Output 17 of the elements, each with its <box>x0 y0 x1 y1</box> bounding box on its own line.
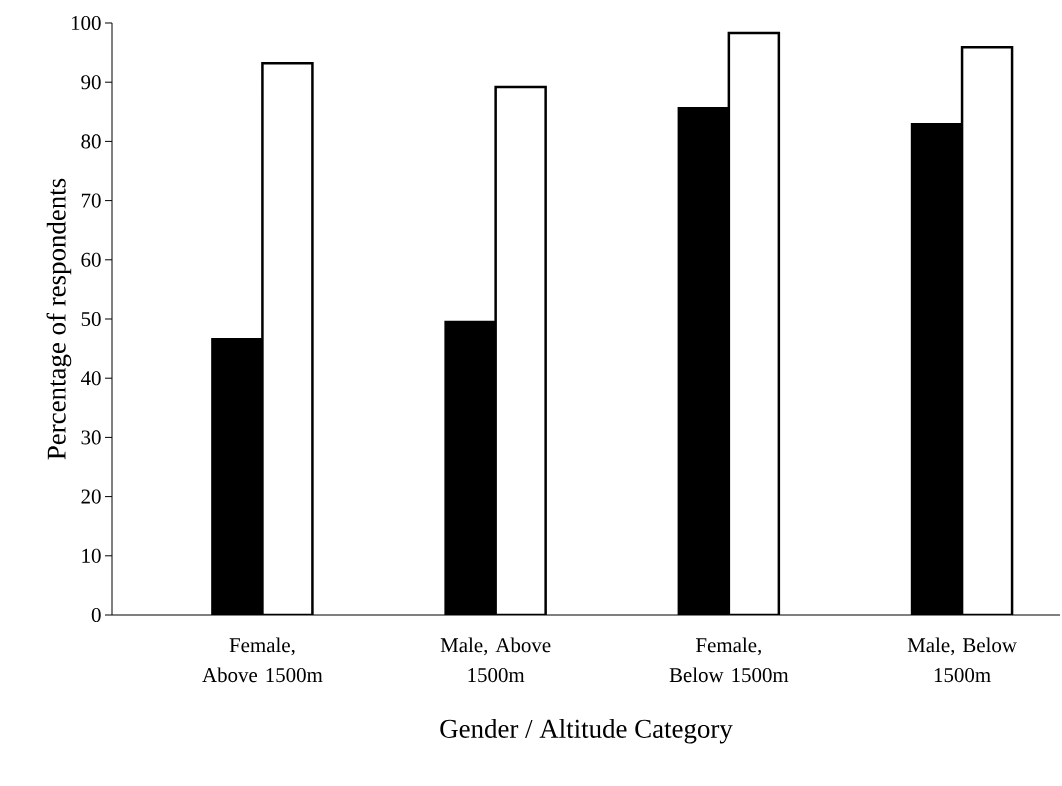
x-tick-label: Male, Below 1500m <box>907 637 1017 683</box>
y-tick-label: 20 <box>81 489 101 504</box>
y-tick-label: 40 <box>80 371 101 386</box>
y-tick-label: 50 <box>81 311 101 327</box>
x-tick-label: Female, Above 1500m <box>202 637 323 683</box>
y-tick-label: 30 <box>81 430 101 445</box>
y-tick-label: 80 <box>81 134 101 149</box>
y-tick-label: 0 <box>91 607 101 623</box>
y-tick-label: 60 <box>81 252 101 267</box>
x-tick-label: Male, Above 1500m <box>440 637 551 683</box>
x-axis-title: Gender / Altitude Category <box>440 718 733 744</box>
y-axis-title: Percentage of respondents <box>46 178 72 460</box>
y-tick-label: 100 <box>71 15 101 31</box>
x-tick-label: Female, Below 1500m <box>669 637 789 683</box>
y-tick-label: 90 <box>81 75 101 90</box>
y-tick-label: 10 <box>82 548 101 563</box>
y-tick-label: 70 <box>81 193 101 208</box>
